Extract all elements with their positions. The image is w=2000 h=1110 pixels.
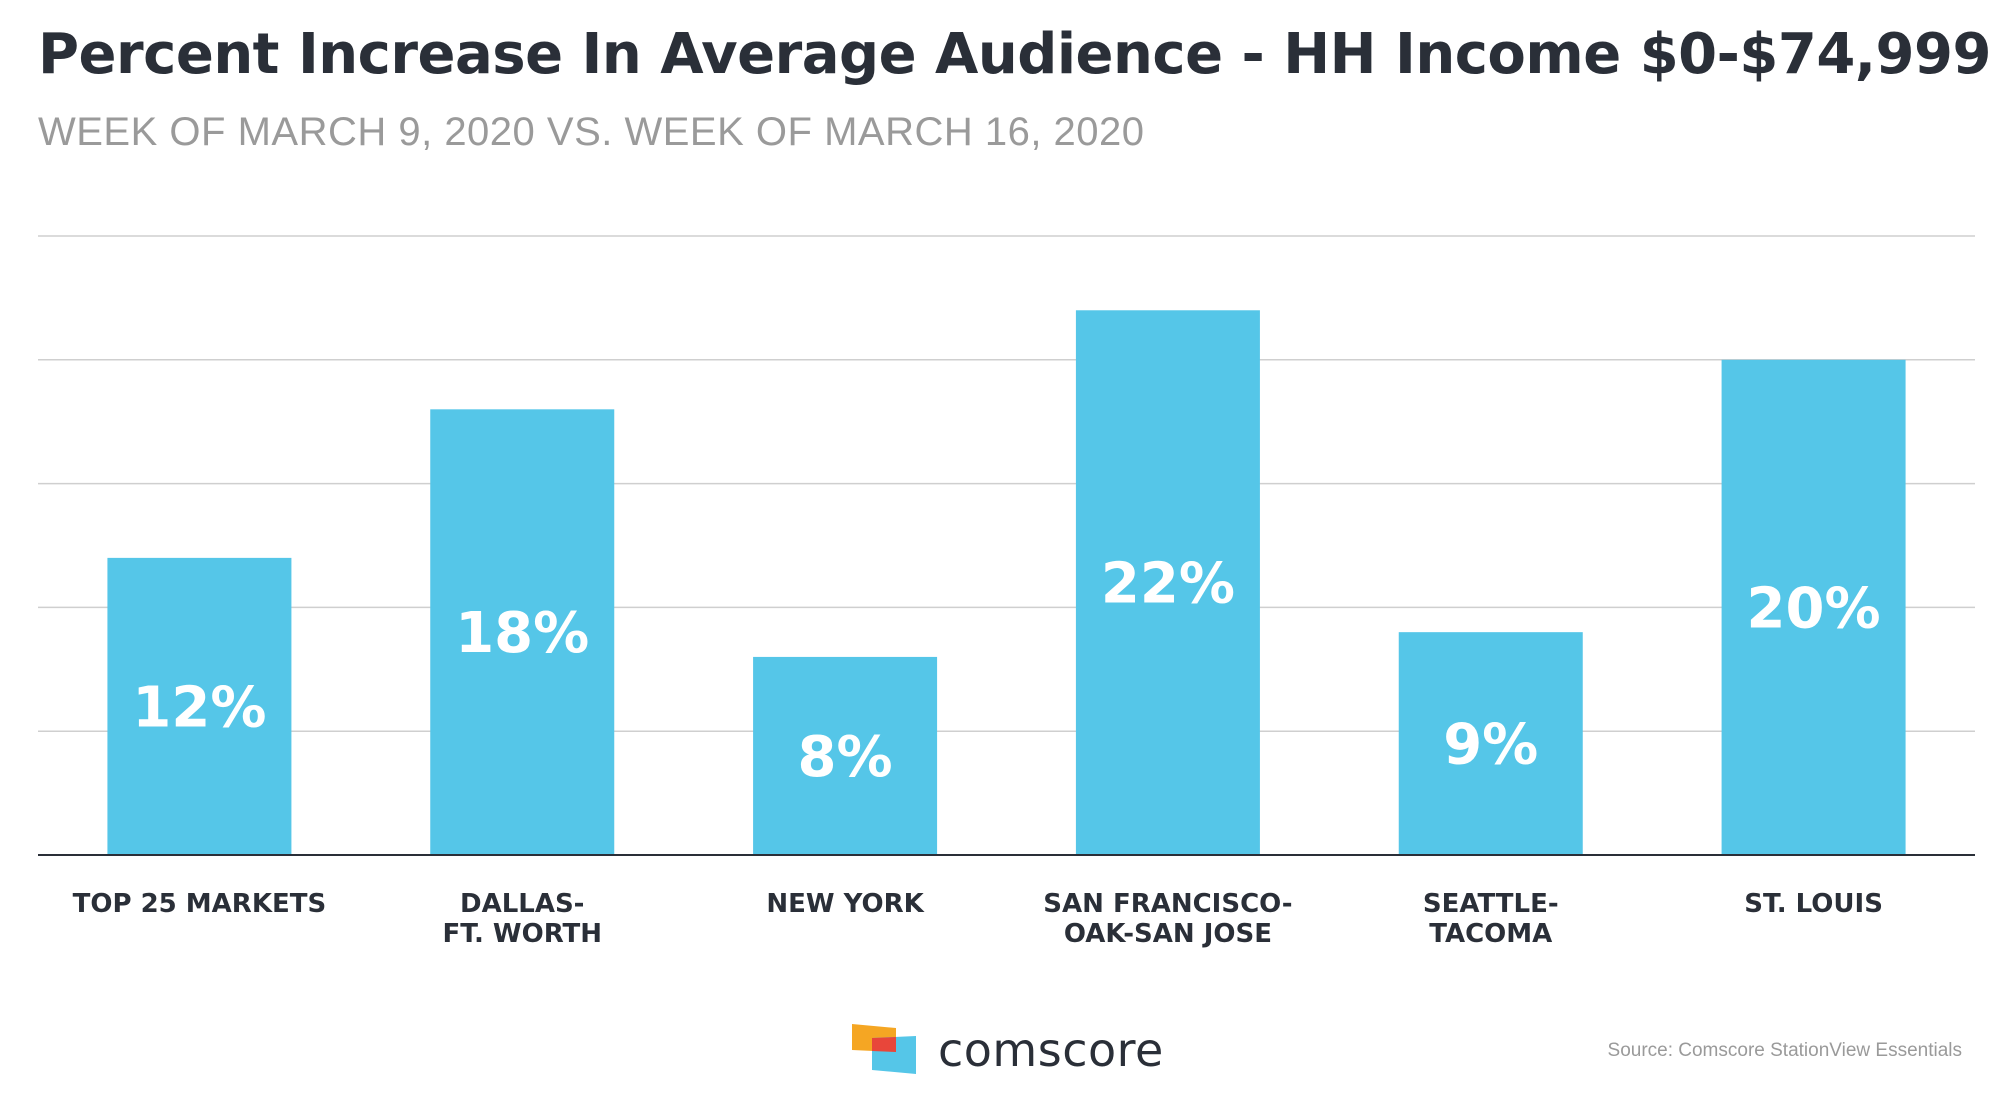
category-label: OAK-SAN JOSE bbox=[1064, 919, 1272, 949]
category-label: TOP 25 MARKETS bbox=[73, 889, 327, 919]
bar bbox=[430, 409, 615, 855]
chart-subtitle: WEEK OF MARCH 9, 2020 VS. WEEK OF MARCH … bbox=[38, 110, 1145, 154]
bar bbox=[1075, 310, 1260, 855]
bar bbox=[107, 557, 292, 855]
category-label: DALLAS- bbox=[460, 889, 584, 919]
bar bbox=[1721, 359, 1906, 855]
bar bbox=[753, 656, 938, 855]
category-label: TACOMA bbox=[1429, 919, 1552, 949]
bar-value-label: 9% bbox=[1443, 713, 1538, 778]
category-label: NEW YORK bbox=[766, 889, 924, 919]
bar-value-label: 8% bbox=[798, 725, 893, 790]
brand-name: comscore bbox=[938, 1023, 1164, 1077]
bar bbox=[1398, 632, 1583, 855]
comscore-logo: comscore bbox=[852, 1023, 1164, 1077]
bar-value-label: 20% bbox=[1747, 576, 1881, 641]
category-label: ST. LOUIS bbox=[1744, 889, 1883, 919]
bar-value-label: 22% bbox=[1101, 552, 1235, 617]
category-label: SEATTLE- bbox=[1423, 889, 1559, 919]
bar-value-label: 18% bbox=[455, 601, 589, 666]
chart-title: Percent Increase In Average Audience - H… bbox=[38, 22, 1991, 87]
bar-value-label: 12% bbox=[132, 675, 266, 740]
comscore-logo-icon bbox=[852, 1024, 916, 1074]
category-label: SAN FRANCISCO- bbox=[1043, 889, 1292, 919]
bar-chart: 12% TOP 25 MARKETS 18% DALLAS-FT. WORTH 8% NE… bbox=[38, 235, 1975, 949]
source-note: Source: Comscore StationView Essentials bbox=[1607, 1040, 1962, 1061]
category-label: FT. WORTH bbox=[442, 919, 602, 949]
